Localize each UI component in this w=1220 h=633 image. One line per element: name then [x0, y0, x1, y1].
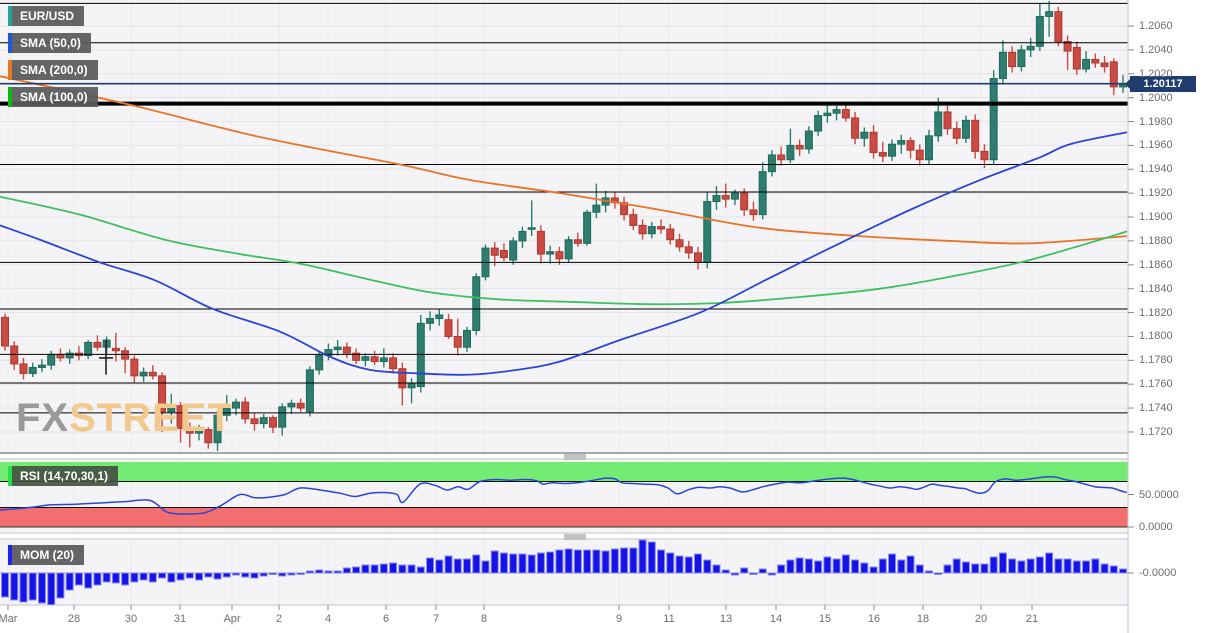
- mom-tick-label: -0.0000: [1139, 567, 1177, 579]
- price-tick-label: 1.1760: [1139, 378, 1173, 391]
- price-tick-label: 1.2020: [1139, 67, 1173, 80]
- sma50-color-bar: [8, 33, 12, 53]
- price-tick-label: 1.1900: [1139, 211, 1173, 224]
- price-tick-label: 1.1960: [1139, 139, 1173, 152]
- date-tick-label: 6: [382, 613, 390, 625]
- symbol-label[interactable]: EUR/USD: [8, 6, 85, 26]
- sma100-color-bar: [8, 87, 12, 107]
- date-tick-label: Mar: [0, 613, 18, 625]
- mom-color-bar: [8, 545, 12, 565]
- sma50-label-text: SMA (50,0): [20, 36, 81, 50]
- price-tick-label: 1.1840: [1139, 282, 1173, 295]
- date-tick-label: 20: [974, 613, 988, 625]
- rsi-color-bar: [8, 466, 12, 486]
- price-tick-label: 1.1940: [1139, 163, 1173, 176]
- date-tick-label: 18: [916, 613, 930, 625]
- rsi-tick-label: 50.0000: [1139, 488, 1179, 501]
- date-tick-label: 7: [432, 613, 440, 625]
- date-tick-label: 15: [818, 613, 832, 625]
- date-tick-label: 8: [480, 613, 488, 625]
- price-tick-label: 1.1740: [1139, 402, 1173, 415]
- price-tick-label: 1.2000: [1139, 91, 1173, 104]
- date-tick-label: 31: [173, 613, 187, 625]
- price-tick-label: 1.2040: [1139, 43, 1173, 56]
- rsi-label-text: RSI (14,70,30,1): [20, 469, 109, 483]
- price-tick-label: 1.1780: [1139, 354, 1173, 367]
- price-tick-label: 1.1980: [1139, 115, 1173, 128]
- sma100-label[interactable]: SMA (100,0): [8, 87, 98, 107]
- sma100-label-text: SMA (100,0): [20, 90, 88, 104]
- sma50-label[interactable]: SMA (50,0): [8, 33, 91, 53]
- date-tick-label: 14: [769, 613, 783, 625]
- price-tick-label: 1.1920: [1139, 187, 1173, 200]
- date-tick-label: 28: [67, 613, 81, 625]
- sma200-label-text: SMA (200,0): [20, 63, 88, 77]
- current-price-badge: 1.20117: [1125, 75, 1196, 92]
- mom-label-text: MOM (20): [20, 548, 74, 562]
- date-tick-label: 30: [124, 613, 138, 625]
- symbol-color-bar: [8, 6, 12, 26]
- price-tick-label: 1.1800: [1139, 330, 1173, 343]
- price-tick-label: 1.1720: [1139, 425, 1173, 438]
- mom-label[interactable]: MOM (20): [8, 545, 84, 565]
- date-tick-label: 4: [324, 613, 332, 625]
- fxstreet-watermark-street: STREET: [69, 396, 233, 440]
- date-tick-label: Apr: [223, 613, 241, 625]
- date-tick-label: 2: [275, 613, 283, 625]
- date-tick-label: 16: [867, 613, 881, 625]
- price-tick-label: 1.1860: [1139, 258, 1173, 271]
- price-tick-label: 1.2060: [1139, 20, 1173, 32]
- fxstreet-watermark-fx: FX: [16, 396, 70, 440]
- date-tick-label: 21: [1025, 613, 1039, 625]
- sma200-label[interactable]: SMA (200,0): [8, 60, 98, 80]
- sma200-color-bar: [8, 60, 12, 80]
- rsi-label[interactable]: RSI (14,70,30,1): [8, 466, 119, 486]
- date-tick-label: 9: [615, 613, 623, 625]
- date-tick-label: 11: [663, 613, 675, 625]
- price-tick-label: 1.1880: [1139, 234, 1173, 247]
- price-tick-label: 1.1820: [1139, 306, 1173, 319]
- date-tick-label: 13: [719, 613, 733, 625]
- fxstreet-watermark: FXSTREET: [16, 396, 233, 441]
- rsi-tick-label: 0.0000: [1139, 521, 1173, 533]
- symbol-label-text: EUR/USD: [20, 9, 75, 23]
